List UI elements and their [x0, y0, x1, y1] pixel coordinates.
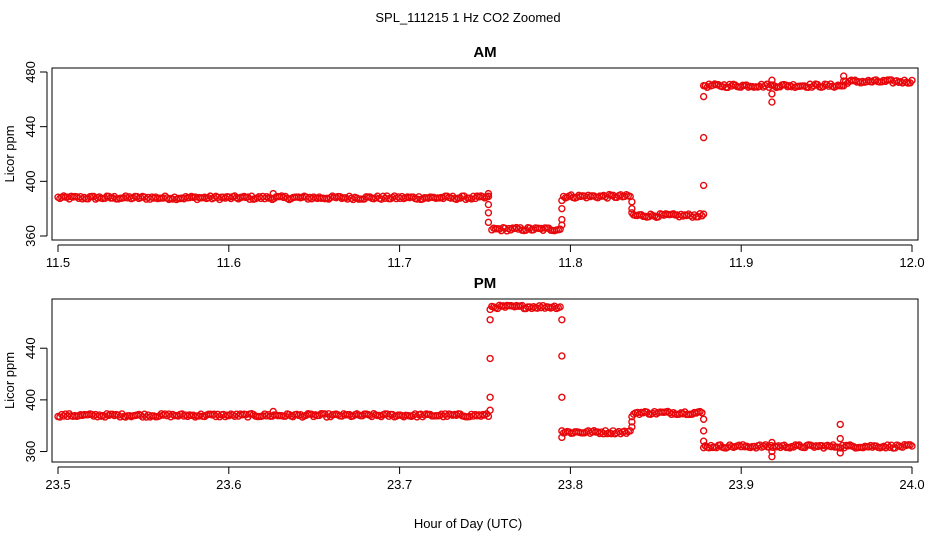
- x-tick-label: 23.9: [729, 477, 754, 492]
- y-tick-label: 360: [23, 441, 38, 463]
- data-point: [269, 189, 277, 198]
- data-point: [699, 443, 708, 452]
- data-point: [269, 407, 277, 416]
- data-point: [628, 423, 636, 431]
- x-tick-label: 24.0: [899, 477, 924, 492]
- data-point: [635, 410, 643, 419]
- figure-xlabel: Hour of Day (UTC): [414, 516, 522, 531]
- data-point: [836, 420, 844, 429]
- data-point: [699, 81, 708, 90]
- data-point: [836, 434, 844, 443]
- data-point: [484, 192, 493, 201]
- data-point: [699, 92, 708, 101]
- panel-am: AM 11.5 11.6 11.7 11.8 11.9 12.0 360 400 440 480 Li…: [2, 44, 925, 270]
- data-point: [558, 433, 566, 442]
- data-point: [558, 393, 566, 401]
- data-point: [699, 415, 708, 423]
- x-axis: 11.5 11.6 11.7 11.8 11.9 12.0: [46, 244, 925, 270]
- y-tick-label: 400: [23, 389, 38, 411]
- data-point: [699, 133, 708, 142]
- data-point: [839, 72, 848, 80]
- x-tick-label: 11.8: [558, 255, 582, 270]
- y-axis-label: Licor ppm: [2, 125, 17, 182]
- data-point: [484, 209, 493, 217]
- data-point: [486, 316, 494, 324]
- data-point: [699, 427, 708, 435]
- data-point: [486, 305, 494, 314]
- data-point: [486, 354, 494, 363]
- data-point: [768, 438, 776, 447]
- data-points: [54, 72, 916, 235]
- data-point: [121, 192, 130, 200]
- data-point: [768, 76, 776, 84]
- data-point: [836, 449, 844, 457]
- x-tick-label: 11.6: [217, 255, 241, 270]
- x-tick-label: 23.7: [387, 477, 412, 492]
- data-point: [512, 223, 521, 232]
- data-point: [456, 410, 464, 418]
- data-point: [486, 406, 494, 414]
- y-tick-label: 400: [23, 170, 38, 192]
- data-point: [768, 98, 776, 106]
- y-tick-label: 480: [23, 61, 38, 83]
- data-point: [628, 209, 636, 217]
- data-point: [626, 427, 634, 435]
- data-point: [484, 189, 493, 198]
- data-point: [768, 453, 776, 461]
- y-axis-label: Licor ppm: [2, 352, 17, 409]
- y-axis: 360 400 440: [23, 337, 48, 463]
- y-tick-label: 360: [23, 225, 38, 247]
- data-point: [558, 316, 566, 324]
- data-point: [908, 76, 916, 85]
- data-point: [696, 210, 704, 218]
- data-point: [161, 410, 169, 418]
- data-point: [698, 212, 706, 220]
- x-tick-label: 12.0: [899, 255, 924, 270]
- data-point: [628, 412, 636, 421]
- data-point: [556, 225, 564, 233]
- x-tick-label: 11.7: [387, 255, 411, 270]
- y-tick-label: 440: [23, 337, 38, 359]
- plot-frame: [51, 298, 919, 463]
- data-point: [628, 418, 636, 426]
- data-point: [699, 210, 708, 218]
- data-point: [698, 409, 706, 417]
- x-tick-label: 23.8: [558, 477, 583, 492]
- y-axis: 360 400 440 480: [23, 61, 48, 247]
- data-point: [558, 215, 566, 224]
- data-point: [628, 198, 636, 206]
- figure-title: SPL_111215 1 Hz CO2 Zoomed: [375, 10, 560, 25]
- data-point: [768, 90, 776, 98]
- data-point: [699, 181, 708, 190]
- data-point: [768, 447, 776, 456]
- data-point: [908, 442, 916, 450]
- data-point: [558, 204, 566, 213]
- x-tick-label: 23.5: [45, 477, 70, 492]
- panel-pm: PM 23.5 23.6 23.7 23.8 23.9 24.0 360 400 440 Licor…: [2, 275, 925, 492]
- x-tick-label: 11.5: [46, 255, 70, 270]
- data-point: [484, 218, 493, 227]
- data-point: [486, 393, 494, 401]
- x-tick-label: 23.6: [216, 477, 241, 492]
- data-point: [558, 196, 566, 205]
- data-points: [54, 301, 916, 461]
- x-axis: 23.5 23.6 23.7 23.8 23.9 24.0: [45, 466, 925, 492]
- panel-title: AM: [473, 44, 496, 61]
- data-point: [851, 76, 859, 84]
- plot-frame: [51, 67, 919, 241]
- data-point: [484, 200, 493, 209]
- y-tick-label: 440: [23, 116, 38, 138]
- data-point: [628, 204, 636, 213]
- x-tick-label: 11.9: [729, 255, 753, 270]
- data-point: [556, 303, 564, 311]
- data-point: [558, 352, 566, 360]
- panels: AM 11.5 11.6 11.7 11.8 11.9 12.0 360 400 440 480 Li…: [2, 44, 925, 492]
- panel-title: PM: [474, 275, 497, 292]
